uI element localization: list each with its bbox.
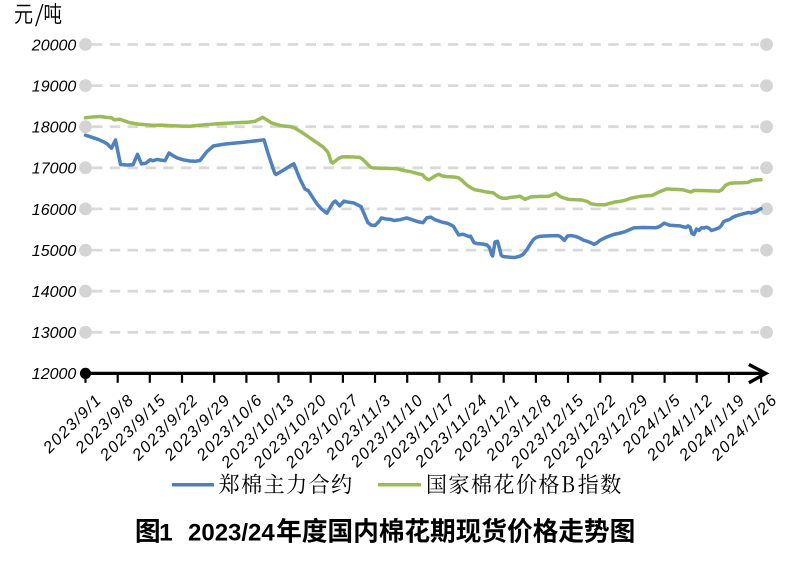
svg-text:2023/24: 2023/24 — [188, 520, 275, 547]
svg-text:20000: 20000 — [31, 37, 77, 54]
svg-text:14000: 14000 — [32, 284, 77, 301]
svg-text:17000: 17000 — [32, 161, 77, 178]
svg-text:18000: 18000 — [32, 120, 77, 137]
svg-text:12000: 12000 — [32, 366, 77, 383]
svg-text:16000: 16000 — [32, 202, 77, 219]
svg-text:13000: 13000 — [32, 325, 77, 342]
svg-text:19000: 19000 — [32, 78, 77, 95]
svg-text:1: 1 — [159, 520, 173, 547]
svg-text:15000: 15000 — [32, 243, 77, 260]
